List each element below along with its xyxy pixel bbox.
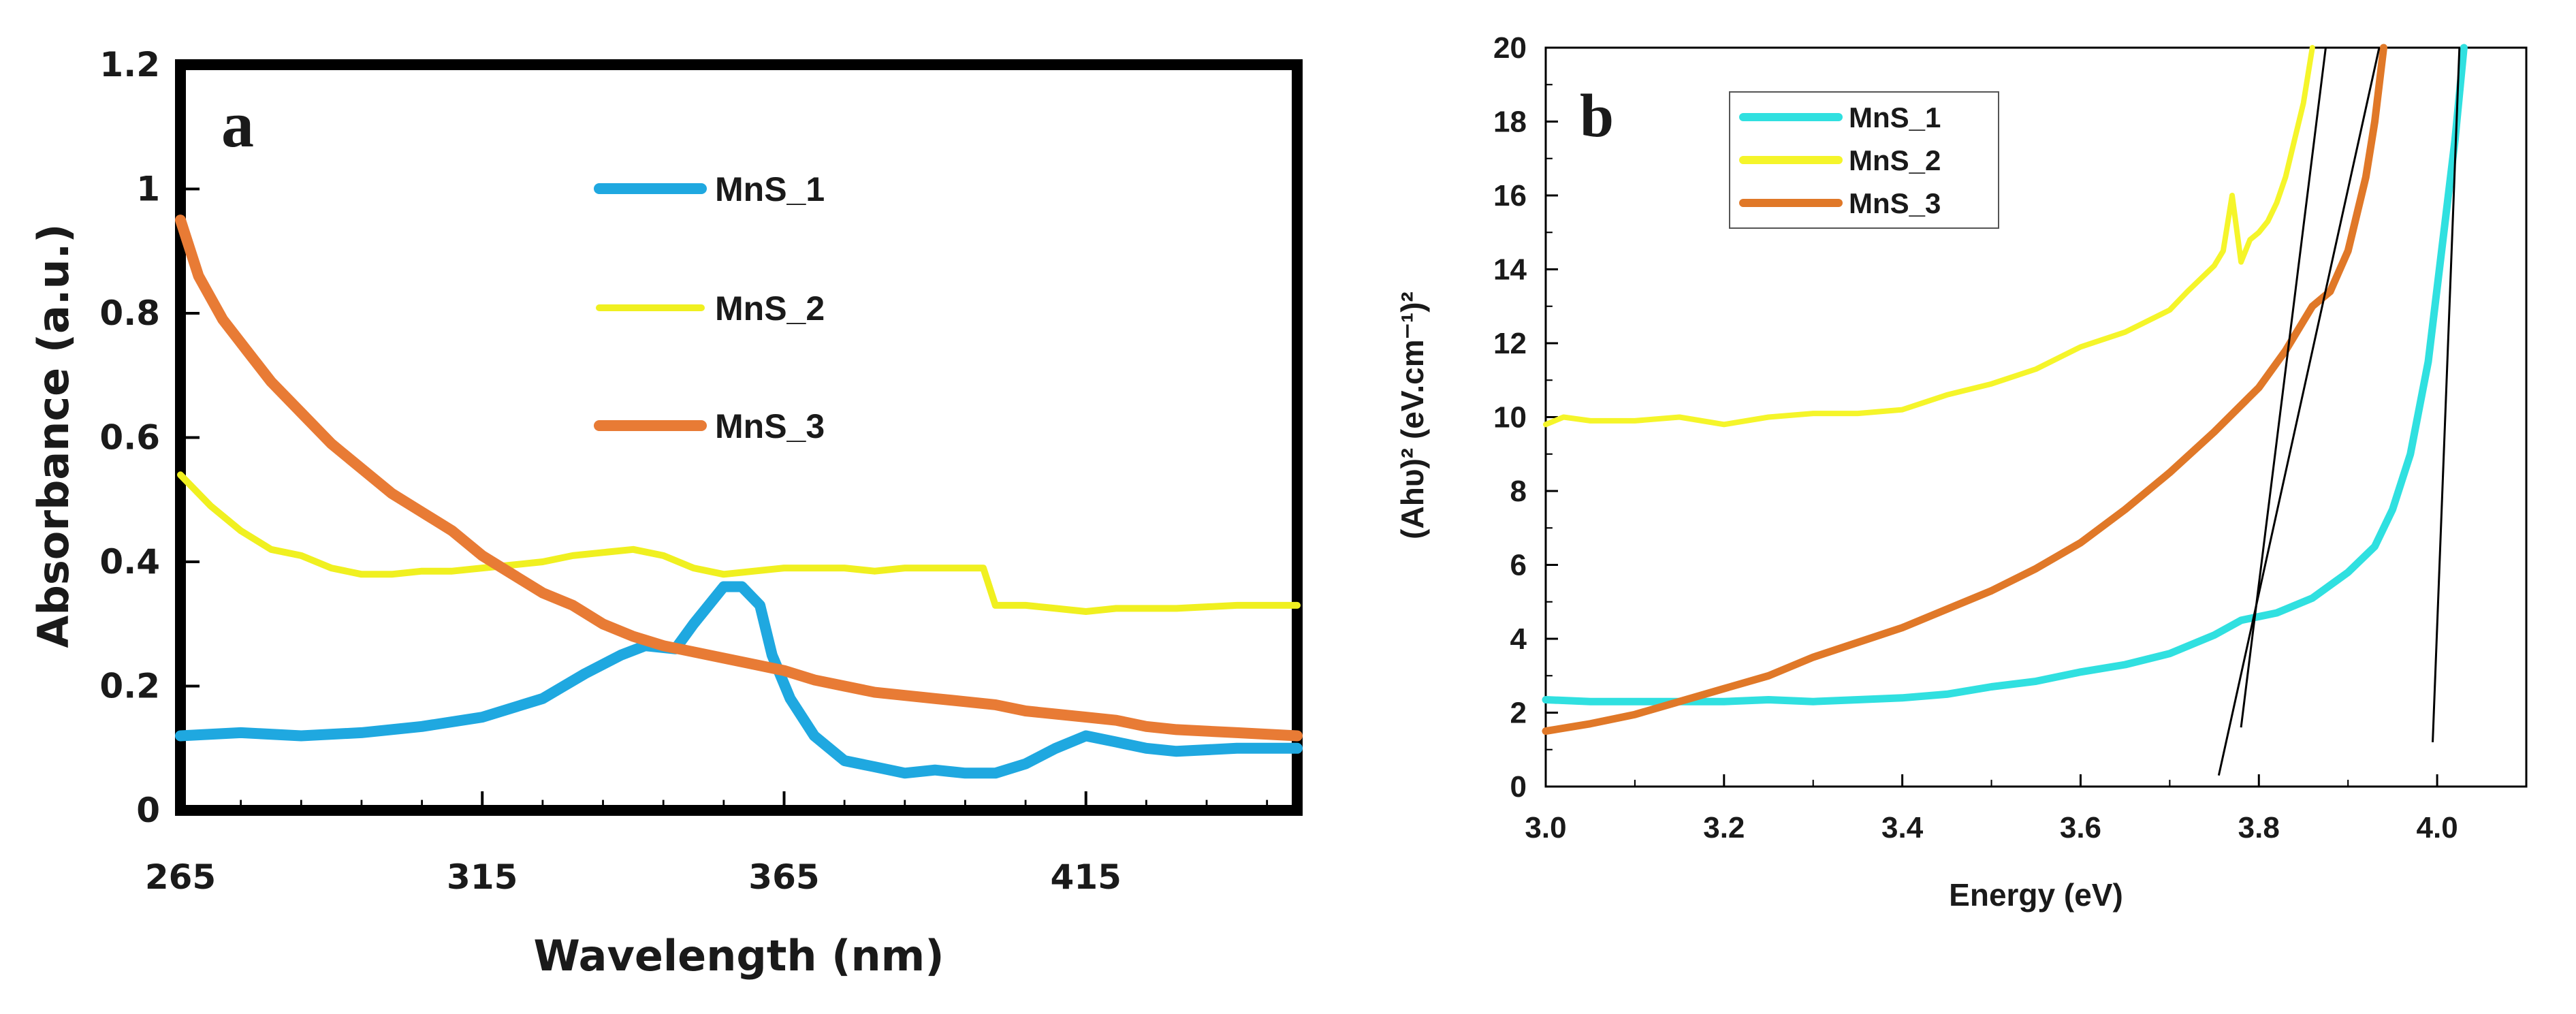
tangent-line-3 (2432, 47, 2461, 742)
panel-b-y-tick-labels: 0 2 4 6 8 10 12 14 16 18 20 (1493, 31, 1527, 804)
panel-a: 0 0.2 0.4 0.6 0.8 1 1.2 265 315 365 415 a Absorba… (29, 45, 1303, 981)
y-tick-label: 4 (1510, 622, 1527, 656)
y-tick-label: 12 (1493, 327, 1527, 360)
panel-a-legend-label-mns2: MnS_2 (715, 289, 825, 328)
y-tick-label: 14 (1493, 253, 1527, 287)
x-tick-label: 415 (1051, 857, 1122, 897)
series-line-mns3 (1542, 44, 2387, 735)
y-tick-label: 0.2 (99, 667, 160, 706)
series-line-mns3 (175, 215, 1303, 742)
panel-a-series-group (175, 215, 1303, 779)
x-tick-label: 4.0 (2417, 811, 2458, 844)
panel-b-tick-marks (1544, 46, 2438, 788)
series-line-mns1 (175, 581, 1303, 779)
y-tick-label: 0.8 (99, 294, 160, 333)
panel-b-legend-label-mns3: MnS_3 (1849, 187, 1941, 219)
x-tick-label: 3.6 (2060, 811, 2101, 844)
x-tick-label: 315 (447, 857, 518, 897)
y-tick-label: 0.6 (99, 418, 160, 458)
series-line-mns2 (177, 471, 1301, 615)
panel-a-legend-label-mns3: MnS_3 (715, 407, 825, 445)
y-tick-label: 0 (1510, 770, 1527, 804)
x-tick-label: 3.2 (1703, 811, 1745, 844)
y-tick-label: 2 (1510, 697, 1527, 730)
panel-a-y-axis-label: Absorbance (a.u.) (29, 224, 78, 648)
y-tick-label: 20 (1493, 31, 1527, 65)
panel-a-minor-ticks (179, 63, 1269, 812)
panel-a-legend: MnS_1 MnS_2 MnS_3 (594, 170, 825, 445)
x-tick-label: 265 (145, 857, 216, 897)
panel-b-series-group (1542, 44, 2468, 735)
panel-b-legend-label-mns2: MnS_2 (1849, 144, 1941, 176)
y-tick-label: 10 (1493, 401, 1527, 434)
y-tick-label: 0 (136, 791, 160, 830)
panel-b-legend-label-mns1: MnS_1 (1849, 101, 1941, 133)
panel-b-legend: MnS_1 MnS_2 MnS_3 (1729, 91, 1999, 229)
series-line-mns2 (1543, 45, 2315, 428)
series-line-mns1 (1542, 44, 2468, 706)
x-tick-label: 3.4 (1881, 811, 1924, 844)
y-tick-label: 16 (1493, 179, 1527, 212)
tangent-line-1 (2217, 47, 2381, 776)
x-tick-label: 3.8 (2238, 811, 2280, 844)
tangent-line-2 (2240, 47, 2327, 728)
x-tick-label: 365 (748, 857, 819, 897)
panel-b-x-axis-label: Energy (eV) (1949, 877, 2123, 913)
panel-b-tangent-lines (2217, 47, 2461, 776)
panel-a-y-tick-labels: 0 0.2 0.4 0.6 0.8 1 1.2 (99, 45, 160, 830)
panel-a-legend-label-mns1: MnS_1 (715, 170, 825, 208)
y-tick-label: 8 (1510, 475, 1527, 508)
panel-b-x-tick-labels: 3.0 3.2 3.4 3.6 3.8 4.0 (1525, 811, 2458, 844)
panel-a-label: a (221, 88, 254, 161)
panel-a-x-tick-labels: 265 315 365 415 (145, 857, 1122, 897)
y-tick-label: 6 (1510, 549, 1527, 582)
y-tick-label: 1 (136, 170, 160, 209)
y-tick-label: 1.2 (99, 45, 160, 84)
y-tick-label: 0.4 (99, 542, 160, 582)
y-tick-label: 18 (1493, 106, 1527, 139)
panel-b: 0 2 4 6 8 10 12 14 16 18 20 3.0 3.2 3.4 3.6 3.8 4.0 b (… (1395, 31, 2528, 913)
panel-a-x-axis-label: Wavelength (nm) (533, 931, 944, 981)
panel-b-label: b (1580, 82, 1614, 150)
x-tick-label: 3.0 (1525, 811, 1566, 844)
panel-b-y-axis-label: (Ahυ)² (eV.cm⁻¹)² (1395, 291, 1430, 539)
